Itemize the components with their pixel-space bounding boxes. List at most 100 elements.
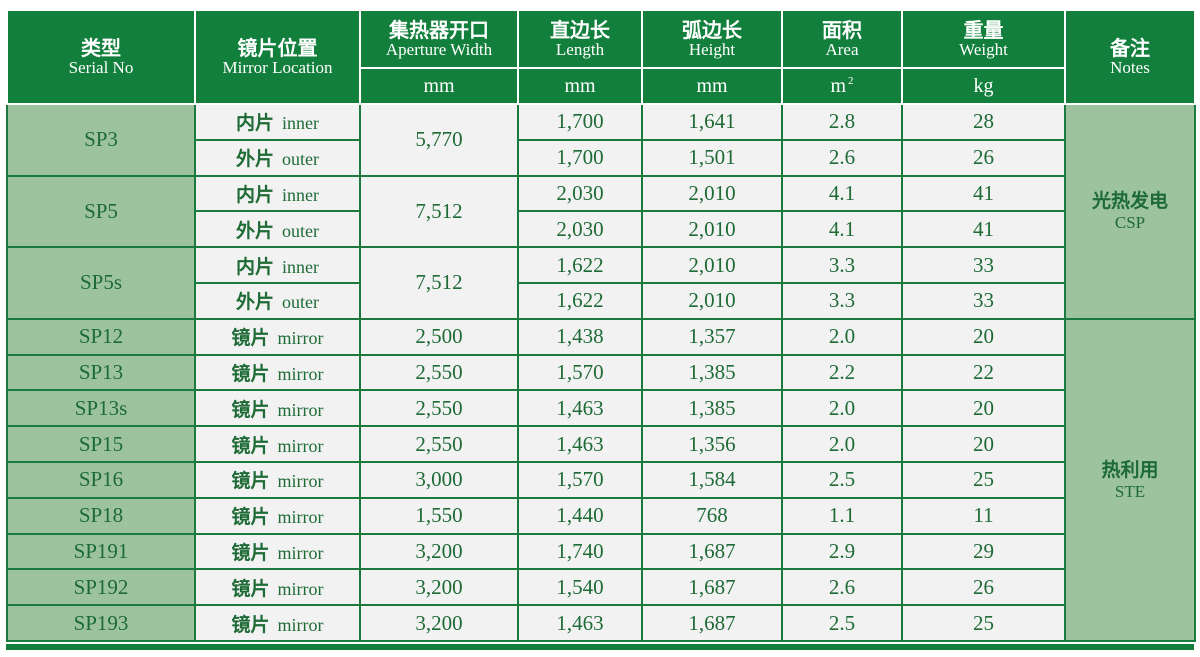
weight-cell: 20 <box>901 389 1066 428</box>
location-en: outer <box>282 220 319 241</box>
weight-cell: 22 <box>901 353 1066 392</box>
mirror-spec-table: 类型 Serial No 镜片位置 Mirror Location 集热器开口 … <box>6 9 1196 642</box>
aperture-cell: 7,512 <box>359 246 519 320</box>
length-cell: 2,030 <box>517 174 643 213</box>
length-cell: 1,570 <box>517 460 643 499</box>
header-height: 弧边长 Height <box>641 9 783 69</box>
serial-cell: SP191 <box>6 532 196 571</box>
length-cell: 1,700 <box>517 138 643 177</box>
unit-weight: kg <box>901 67 1066 105</box>
area-cell: 2.5 <box>781 460 903 499</box>
location-cn: 镜片 <box>231 506 270 529</box>
length-cell: 1,440 <box>517 496 643 535</box>
weight-cell: 41 <box>901 210 1066 249</box>
height-cell: 1,357 <box>641 317 783 356</box>
aperture-cell: 2,500 <box>359 317 519 356</box>
weight-cell: 28 <box>901 103 1066 141</box>
table-row: SP13s 镜片 mirror 2,550 1,463 1,385 2.0 20 <box>6 389 1195 428</box>
length-cell: 1,463 <box>517 389 643 428</box>
weight-cell: 29 <box>901 532 1066 571</box>
serial-cell: SP13s <box>6 389 196 428</box>
height-cell: 2,010 <box>641 281 783 320</box>
location-cn: 镜片 <box>231 541 270 564</box>
aperture-cell: 3,200 <box>359 532 519 571</box>
location-cn: 镜片 <box>231 613 270 636</box>
weight-cell: 33 <box>901 246 1066 284</box>
area-cell: 3.3 <box>781 246 903 284</box>
length-cell: 1,438 <box>517 317 643 356</box>
height-cell: 2,010 <box>641 174 783 213</box>
mirror-location-cell: 外片 outer <box>194 281 361 320</box>
location-en: mirror <box>277 471 324 492</box>
length-cell: 1,700 <box>517 103 643 141</box>
notes-cell: 光热发电 CSP <box>1064 103 1196 320</box>
mirror-location-cell: 内片 inner <box>194 103 361 141</box>
height-cell: 1,687 <box>641 604 783 642</box>
area-cell: 2.6 <box>781 138 903 177</box>
header-length: 直边长 Length <box>517 9 643 69</box>
length-cell: 1,540 <box>517 568 643 607</box>
height-cell: 1,385 <box>641 353 783 392</box>
table-row: SP192 镜片 mirror 3,200 1,540 1,687 2.6 26 <box>6 568 1195 607</box>
weight-cell: 20 <box>901 317 1066 356</box>
spec-table-container: 类型 Serial No 镜片位置 Mirror Location 集热器开口 … <box>6 9 1196 642</box>
length-cell: 1,570 <box>517 353 643 392</box>
mirror-location-cell: 外片 outer <box>194 210 361 249</box>
aperture-cell: 2,550 <box>359 389 519 428</box>
height-cell: 2,010 <box>641 210 783 249</box>
location-cn: 外片 <box>236 219 275 242</box>
location-cn: 镜片 <box>231 577 270 600</box>
location-cn: 内片 <box>236 112 275 135</box>
header-area: 面积 Area <box>781 9 903 69</box>
mirror-location-cell: 镜片 mirror <box>194 460 361 499</box>
table-row: SP5s 内片 inner 7,512 1,622 2,010 3.3 33 <box>6 246 1195 320</box>
notes-en: STE <box>1114 481 1146 501</box>
area-cell: 2.2 <box>781 353 903 392</box>
mirror-location-cell: 镜片 mirror <box>194 425 361 463</box>
weight-cell: 25 <box>901 460 1066 499</box>
area-cell: 4.1 <box>781 210 903 249</box>
location-cn: 外片 <box>236 291 275 314</box>
height-cell: 1,641 <box>641 103 783 141</box>
location-en: mirror <box>277 435 324 456</box>
location-en: inner <box>282 184 319 205</box>
location-en: outer <box>282 292 319 313</box>
header-serial: 类型 Serial No <box>6 9 196 105</box>
height-cell: 1,356 <box>641 425 783 463</box>
serial-cell: SP16 <box>6 460 196 499</box>
table-row: 外片 outer 1,700 1,501 2.6 26 <box>7 138 1195 177</box>
table-row: SP191 镜片 mirror 3,200 1,740 1,687 2.9 29 <box>6 532 1195 571</box>
area-cell: 2.6 <box>781 568 903 607</box>
height-cell: 1,385 <box>641 389 783 428</box>
mirror-location-cell: 镜片 mirror <box>194 317 361 356</box>
mirror-location-cell: 镜片 mirror <box>194 496 361 535</box>
table-body: SP3 内片 inner 5,770 1,700 1,641 2.8 28 光热发电 CSP 外片 o… <box>6 103 1196 642</box>
mirror-location-cell: 内片 inner <box>194 246 361 284</box>
location-cn: 镜片 <box>231 470 270 493</box>
serial-cell: SP13 <box>6 353 196 392</box>
table-row: SP15 镜片 mirror 2,550 1,463 1,356 2.0 20 <box>6 425 1195 463</box>
area-cell: 2.8 <box>781 103 903 141</box>
mirror-location-cell: 镜片 mirror <box>194 604 361 642</box>
location-cn: 内片 <box>236 183 275 206</box>
header-notes: 备注 Notes <box>1064 9 1196 105</box>
area-cell: 2.0 <box>781 389 903 428</box>
height-cell: 768 <box>641 496 783 535</box>
serial-cell: SP5 <box>6 174 196 249</box>
location-cn: 镜片 <box>231 398 270 421</box>
location-en: mirror <box>277 542 324 563</box>
weight-cell: 26 <box>901 568 1066 607</box>
table-row: SP3 内片 inner 5,770 1,700 1,641 2.8 28 光热发电 CSP <box>6 103 1196 320</box>
weight-cell: 25 <box>901 604 1066 642</box>
length-cell: 1,463 <box>517 425 643 463</box>
bottom-border-bar <box>6 644 1194 650</box>
location-en: inner <box>282 256 319 277</box>
notes-cn: 光热发电 <box>1091 190 1168 213</box>
table-row: 外片 outer 1,622 2,010 3.3 33 <box>7 281 1195 320</box>
serial-cell: SP12 <box>6 317 196 356</box>
serial-cell: SP15 <box>6 425 196 463</box>
aperture-cell: 1,550 <box>359 496 519 535</box>
table-row: SP5 内片 inner 7,512 2,030 2,010 4.1 41 <box>6 174 1195 249</box>
weight-cell: 20 <box>901 425 1066 463</box>
location-en: mirror <box>277 507 324 528</box>
